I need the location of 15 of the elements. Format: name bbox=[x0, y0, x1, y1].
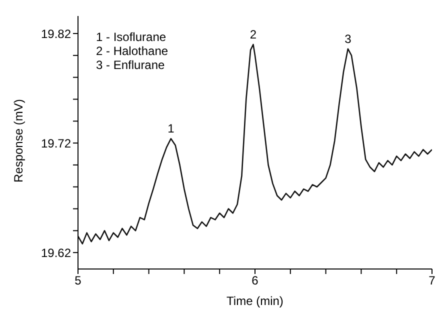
annotation: 2 bbox=[250, 27, 257, 42]
annotation: 1 bbox=[168, 122, 175, 136]
x-tick-label: 7 bbox=[428, 274, 436, 288]
y-axis-title: Response (mV) bbox=[11, 99, 26, 182]
line-series bbox=[78, 44, 432, 244]
y-tick-label: 19.72 bbox=[40, 136, 72, 150]
annotation: 2 - Halothane bbox=[96, 44, 168, 58]
y-tick-label: 19.62 bbox=[40, 246, 72, 260]
x-tick-label: 5 bbox=[74, 274, 82, 288]
x-axis-title: Time (min) bbox=[226, 294, 284, 308]
y-tick-label: 19.82 bbox=[40, 26, 72, 41]
annotation: 3 - Enflurane bbox=[96, 58, 166, 72]
annotation: 3 bbox=[344, 32, 352, 46]
x-tick-label: 6 bbox=[252, 274, 259, 288]
annotation: 1 - Isoflurane bbox=[96, 30, 168, 44]
